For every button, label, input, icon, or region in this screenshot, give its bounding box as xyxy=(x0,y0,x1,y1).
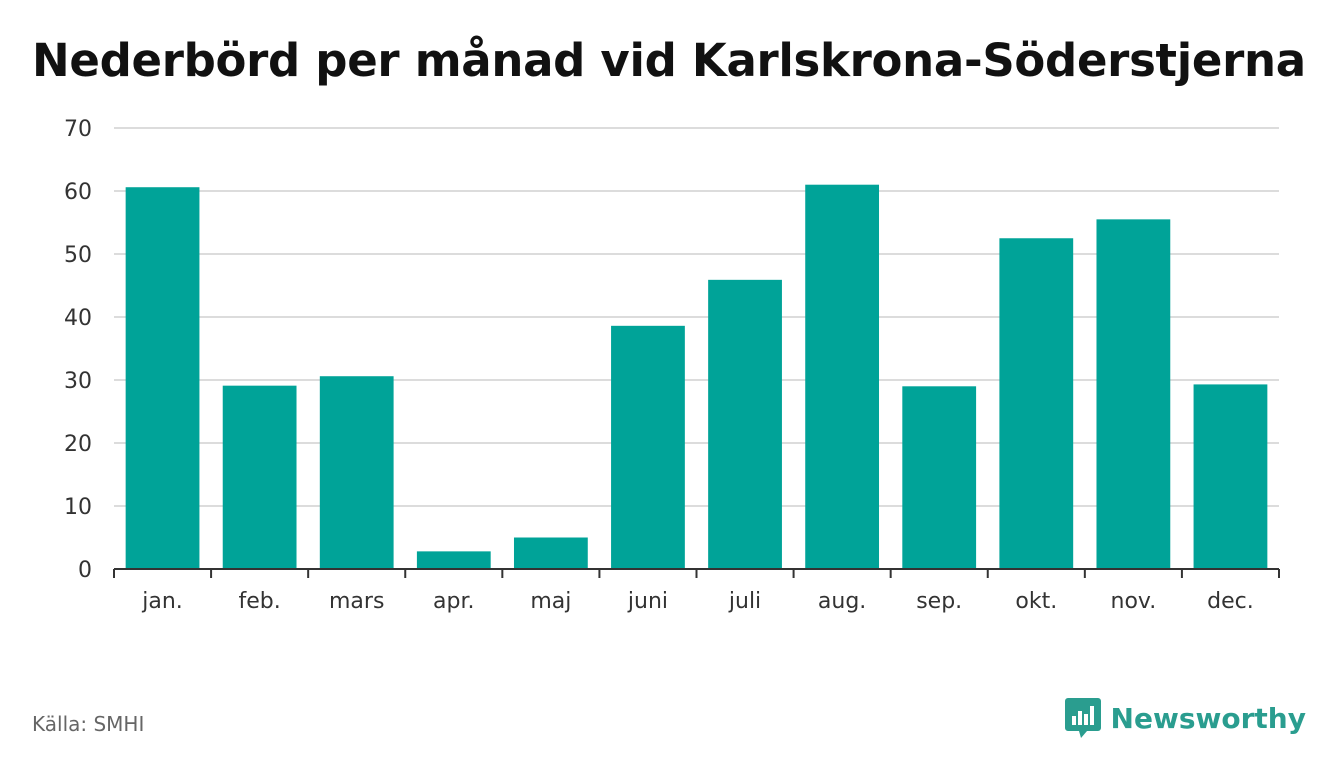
bar-apr xyxy=(416,551,491,569)
x-tick-label: mars xyxy=(329,589,384,614)
bar-maj xyxy=(513,537,588,569)
bar-sep xyxy=(902,386,977,569)
bar-chart-speech-bubble-icon xyxy=(1064,698,1101,738)
gridlines xyxy=(114,127,1279,507)
x-tick-label: jan. xyxy=(141,589,183,614)
x-tick-label: dec. xyxy=(1207,589,1254,614)
bar-juni xyxy=(611,325,685,569)
brand-logo: Newsworthy xyxy=(1064,698,1306,738)
bar-feb xyxy=(222,385,297,569)
y-tick-label: 40 xyxy=(64,306,92,331)
bar-okt xyxy=(999,238,1074,569)
x-tick-label: sep. xyxy=(916,589,962,614)
x-tick-label: nov. xyxy=(1111,589,1157,614)
y-tick-label: 20 xyxy=(64,432,92,457)
y-tick-label: 70 xyxy=(64,117,92,142)
x-tick-label: aug. xyxy=(818,589,866,614)
x-tick-label: maj xyxy=(530,589,571,614)
bar-jan xyxy=(125,187,200,569)
bar-nov xyxy=(1096,219,1171,569)
source-note: Källa: SMHI xyxy=(32,712,145,736)
x-tick-label: juni xyxy=(627,589,668,614)
y-tick-label: 0 xyxy=(78,558,92,583)
chart-title: Nederbörd per månad vid Karlskrona-Söder… xyxy=(32,34,1306,87)
bar-aug xyxy=(805,184,880,569)
y-tick-label: 10 xyxy=(64,495,92,520)
x-tick-label: feb. xyxy=(239,589,281,614)
x-axis xyxy=(113,568,1280,578)
y-tick-label: 30 xyxy=(64,369,92,394)
x-axis-tick-labels: jan. feb. mars apr. maj juni juli aug. sep. okt. n… xyxy=(141,589,1253,614)
bar-mars xyxy=(319,376,394,569)
x-tick-label: apr. xyxy=(433,589,474,614)
x-tick-label: juli xyxy=(728,589,761,614)
bar-juli xyxy=(708,279,782,569)
x-tick-label: okt. xyxy=(1015,589,1057,614)
bar-dec xyxy=(1193,384,1268,569)
bars xyxy=(125,184,1268,569)
brand-name: Newsworthy xyxy=(1110,701,1306,735)
y-axis-tick-labels: 0 10 20 30 40 50 60 70 xyxy=(64,117,92,583)
y-tick-label: 50 xyxy=(64,243,92,268)
y-tick-label: 60 xyxy=(64,180,92,205)
